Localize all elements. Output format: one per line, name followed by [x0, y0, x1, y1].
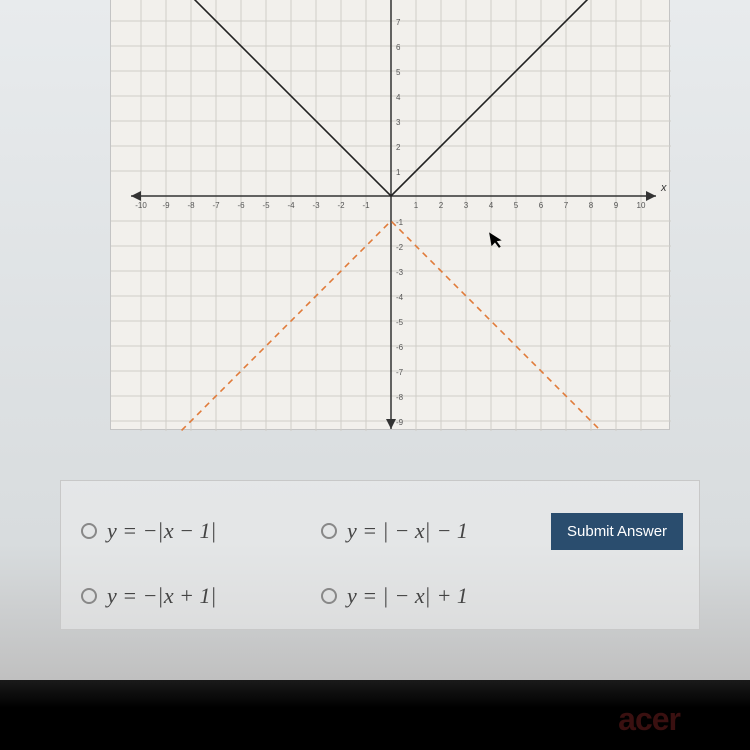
svg-text:4: 4: [396, 93, 401, 102]
svg-text:5: 5: [514, 201, 519, 210]
option-d-label: y = | − x| + 1: [347, 583, 468, 609]
svg-text:-1: -1: [362, 201, 370, 210]
monitor-bezel: acer: [0, 680, 750, 750]
option-a-label: y = −|x − 1|: [107, 518, 217, 544]
option-c[interactable]: y = −|x + 1|: [81, 583, 311, 609]
svg-text:4: 4: [489, 201, 494, 210]
submit-button[interactable]: Submit Answer: [551, 513, 683, 550]
svg-text:8: 8: [589, 201, 594, 210]
svg-text:-7: -7: [212, 201, 220, 210]
radio-icon[interactable]: [321, 523, 337, 539]
svg-text:3: 3: [464, 201, 469, 210]
svg-text:7: 7: [396, 18, 401, 27]
option-a[interactable]: y = −|x − 1|: [81, 518, 311, 544]
svg-text:-2: -2: [396, 243, 404, 252]
svg-text:6: 6: [396, 43, 401, 52]
svg-text:-7: -7: [396, 368, 404, 377]
svg-text:-10: -10: [135, 201, 147, 210]
svg-text:-8: -8: [187, 201, 195, 210]
answer-panel: y = −|x − 1| y = | − x| − 1 Submit Answe…: [60, 480, 700, 630]
option-d[interactable]: y = | − x| + 1: [321, 583, 541, 609]
svg-text:6: 6: [539, 201, 544, 210]
option-c-label: y = −|x + 1|: [107, 583, 217, 609]
svg-text:-8: -8: [396, 393, 404, 402]
svg-text:-6: -6: [237, 201, 245, 210]
option-b[interactable]: y = | − x| − 1: [321, 518, 541, 544]
svg-text:1: 1: [414, 201, 419, 210]
svg-text:7: 7: [564, 201, 569, 210]
svg-text:-5: -5: [262, 201, 270, 210]
radio-icon[interactable]: [321, 588, 337, 604]
option-b-label: y = | − x| − 1: [347, 518, 468, 544]
graph-svg: x -10 -9 -8 -7 -6 -5 -4 -3 -2 -1 1 2 3 4 5 6 7 8 9 1…: [111, 0, 671, 431]
svg-text:2: 2: [439, 201, 444, 210]
svg-text:8: 8: [396, 0, 401, 2]
svg-text:-5: -5: [396, 318, 404, 327]
graph-container: x -10 -9 -8 -7 -6 -5 -4 -3 -2 -1 1 2 3 4 5 6 7 8 9 1…: [110, 0, 670, 430]
svg-text:1: 1: [396, 168, 401, 177]
svg-text:9: 9: [614, 201, 619, 210]
radio-icon[interactable]: [81, 523, 97, 539]
svg-text:-4: -4: [287, 201, 295, 210]
svg-text:-3: -3: [312, 201, 320, 210]
svg-text:-2: -2: [337, 201, 345, 210]
brand-logo: acer: [618, 701, 680, 738]
svg-text:-1: -1: [396, 218, 404, 227]
svg-text:-9: -9: [162, 201, 170, 210]
svg-text:-3: -3: [396, 268, 404, 277]
radio-icon[interactable]: [81, 588, 97, 604]
svg-text:5: 5: [396, 68, 401, 77]
svg-text:10: 10: [637, 201, 646, 210]
svg-text:-4: -4: [396, 293, 404, 302]
page-area: x -10 -9 -8 -7 -6 -5 -4 -3 -2 -1 1 2 3 4 5 6 7 8 9 1…: [0, 0, 750, 680]
svg-text:x: x: [660, 182, 667, 194]
svg-text:-6: -6: [396, 343, 404, 352]
svg-text:-9: -9: [396, 418, 404, 427]
svg-text:3: 3: [396, 118, 401, 127]
svg-text:2: 2: [396, 143, 401, 152]
